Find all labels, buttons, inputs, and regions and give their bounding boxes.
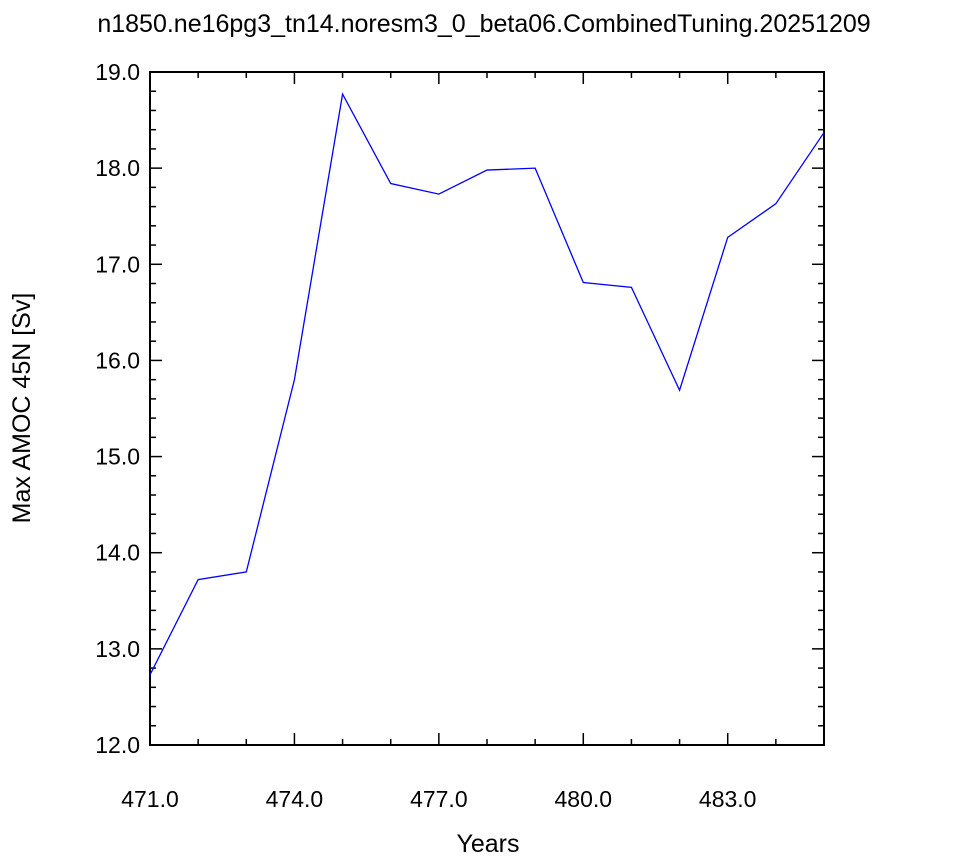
y-axis-label: Max AMOC 45N [Sv]: [8, 293, 36, 524]
y-tick-label: 19.0: [95, 59, 140, 85]
y-tick-label: 12.0: [95, 732, 140, 758]
x-axis-label: Years: [456, 830, 519, 858]
plot-frame: [149, 71, 825, 746]
data-line: [149, 92, 825, 676]
x-tick-label: 474.0: [266, 786, 324, 812]
y-tick-label: 14.0: [95, 540, 140, 566]
y-tick-label: 15.0: [95, 444, 140, 470]
y-tick-label: 18.0: [95, 155, 140, 181]
y-tick-label: 17.0: [95, 251, 140, 277]
y-tick-label: 13.0: [95, 636, 140, 662]
x-tick-label: 477.0: [410, 786, 468, 812]
x-tick-label: 471.0: [121, 786, 179, 812]
x-tick-label: 480.0: [555, 786, 613, 812]
x-tick-label: 483.0: [699, 786, 757, 812]
chart-title: n1850.ne16pg3_tn14.noresm3_0_beta06.Comb…: [97, 10, 870, 38]
y-tick-label: 16.0: [95, 347, 140, 373]
